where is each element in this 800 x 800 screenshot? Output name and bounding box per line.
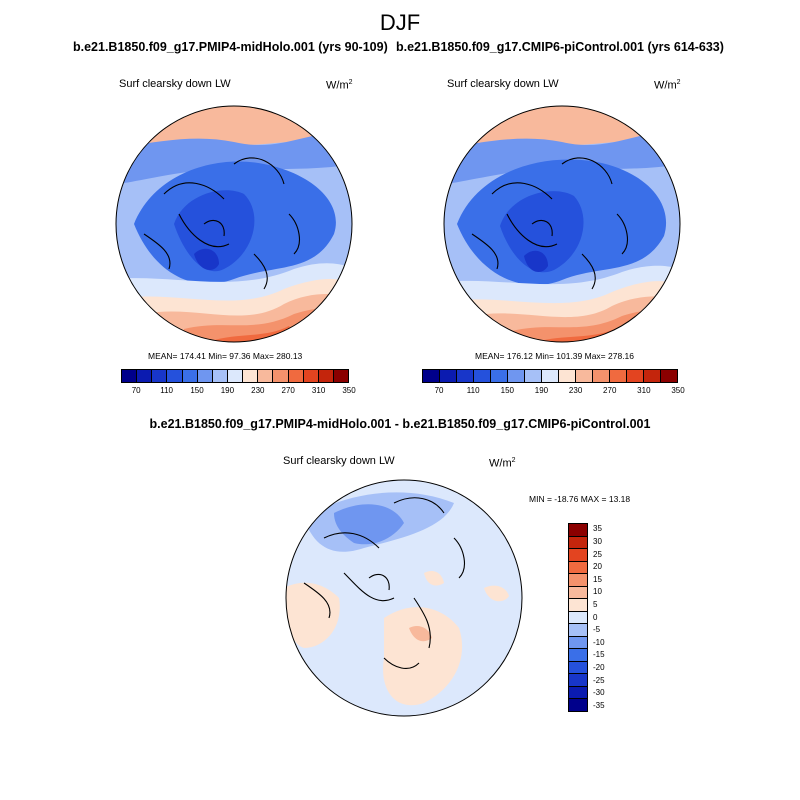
season-title: DJF [379,10,421,35]
colorbar-swatch [569,574,587,587]
left-colorbar-labels: 70 110 150 190 230 270 310 350 [121,386,356,398]
colorbar-swatch [457,370,474,382]
colorbar-swatch [273,370,289,382]
colorbar-swatch [258,370,274,382]
colorbar-tick-label: 230 [568,386,583,395]
colorbar-swatch [491,370,508,382]
difference-colorbar-labels: 35 30 25 20 15 10 5 0 -5 -10 -15 -20 -25 -30 -35 [593,523,623,710]
colorbar-tick-label: 70 [131,386,141,395]
colorbar-swatch [569,624,587,637]
colorbar-tick-label: 110 [160,386,173,395]
colorbar-swatch [303,370,319,382]
colorbar-swatch [227,370,244,382]
colorbar-swatch [122,370,138,382]
left-run-title: b.e21.B1850.f09_g17.PMIP4-midHolo.001 (y… [73,40,388,54]
colorbar-tick-label: -10 [593,637,605,647]
colorbar-swatch [569,661,587,675]
left-units: W/m2 [326,79,353,92]
colorbar-tick-label: -15 [593,650,605,660]
colorbar-swatch [627,370,644,382]
colorbar-tick-label: -25 [593,675,605,685]
right-variable-label: Surf clearsky down LW [447,78,559,90]
colorbar-tick-label: 70 [434,386,444,395]
colorbar-swatch [661,370,677,382]
colorbar-tick-label: 5 [593,599,598,609]
colorbar-tick-label: 350 [671,386,685,395]
left-colorbar [121,369,349,383]
difference-polar-map [285,479,523,717]
colorbar-swatch [569,699,587,711]
right-polar-map [443,105,681,343]
right-units: W/m2 [654,79,681,92]
right-colorbar-labels: 70 110 150 190 230 270 310 350 [422,386,685,398]
colorbar-swatch [569,586,587,600]
colorbar-swatch [197,370,213,382]
colorbar-tick-label: -5 [593,625,601,635]
colorbar-swatch [569,636,587,650]
left-variable-label: Surf clearsky down LW [119,78,231,90]
colorbar-swatch [569,536,587,550]
colorbar-tick-label: -35 [593,700,605,710]
colorbar-tick-label: 270 [603,386,617,395]
colorbar-tick-label: 150 [190,386,204,395]
colorbar-swatch [610,370,627,382]
colorbar-swatch [593,370,610,382]
colorbar-tick-label: 230 [251,386,265,395]
colorbar-swatch [569,611,587,625]
colorbar-tick-label: 190 [534,386,549,395]
colorbar-tick-label: 20 [593,562,602,572]
colorbar-swatch [569,686,587,700]
colorbar-swatch [182,370,198,382]
colorbar-swatch [318,370,334,382]
colorbar-swatch [288,370,304,382]
colorbar-swatch [167,370,183,382]
colorbar-swatch [569,599,587,612]
colorbar-tick-label: 30 [593,536,602,546]
colorbar-tick-label: -30 [593,688,605,698]
right-run-title: b.e21.B1850.f09_g17.CMIP6-piControl.001 … [396,40,724,54]
colorbar-swatch [508,370,525,382]
diff-stats: MIN = -18.76 MAX = 13.18 [529,494,631,504]
right-colorbar [422,369,678,383]
colorbar-swatch [243,370,259,382]
colorbar-tick-label: 110 [466,386,480,395]
colorbar-swatch [423,370,440,382]
colorbar-tick-label: 270 [281,386,295,395]
colorbar-tick-label: -20 [593,662,605,672]
colorbar-tick-label: 310 [311,386,326,395]
colorbar-tick-label: 350 [342,386,356,395]
colorbar-tick-label: 35 [593,524,602,534]
colorbar-swatch [644,370,661,382]
diff-units: W/m2 [489,457,516,470]
colorbar-swatch [576,370,593,382]
colorbar-swatch [212,370,228,382]
colorbar-tick-label: 10 [593,587,602,597]
difference-title: b.e21.B1850.f09_g17.PMIP4-midHolo.001 - … [149,417,651,431]
colorbar-swatch [137,370,153,382]
colorbar-swatch [152,370,168,382]
colorbar-swatch [542,370,559,382]
colorbar-swatch [569,561,587,575]
colorbar-swatch [569,524,587,537]
colorbar-tick-label: 15 [593,574,602,584]
left-stats: MEAN= 174.41 Min= 97.36 Max= 280.13 [148,351,303,361]
colorbar-swatch [525,370,542,382]
colorbar-tick-label: 0 [593,612,598,622]
colorbar-swatch [559,370,576,382]
diff-variable-label: Surf clearsky down LW [283,455,395,467]
colorbar-tick-label: 150 [500,386,515,395]
difference-colorbar [568,523,588,712]
colorbar-swatch [333,370,349,382]
colorbar-swatch [440,370,457,382]
colorbar-swatch [569,549,587,562]
left-polar-map [115,105,353,343]
colorbar-tick-label: 25 [593,549,602,559]
colorbar-swatch [569,674,587,687]
right-stats: MEAN= 176.12 Min= 101.39 Max= 278.16 [475,351,635,361]
colorbar-tick-label: 310 [637,386,651,395]
colorbar-swatch [569,649,587,662]
colorbar-tick-label: 190 [220,386,235,395]
colorbar-swatch [474,370,491,382]
